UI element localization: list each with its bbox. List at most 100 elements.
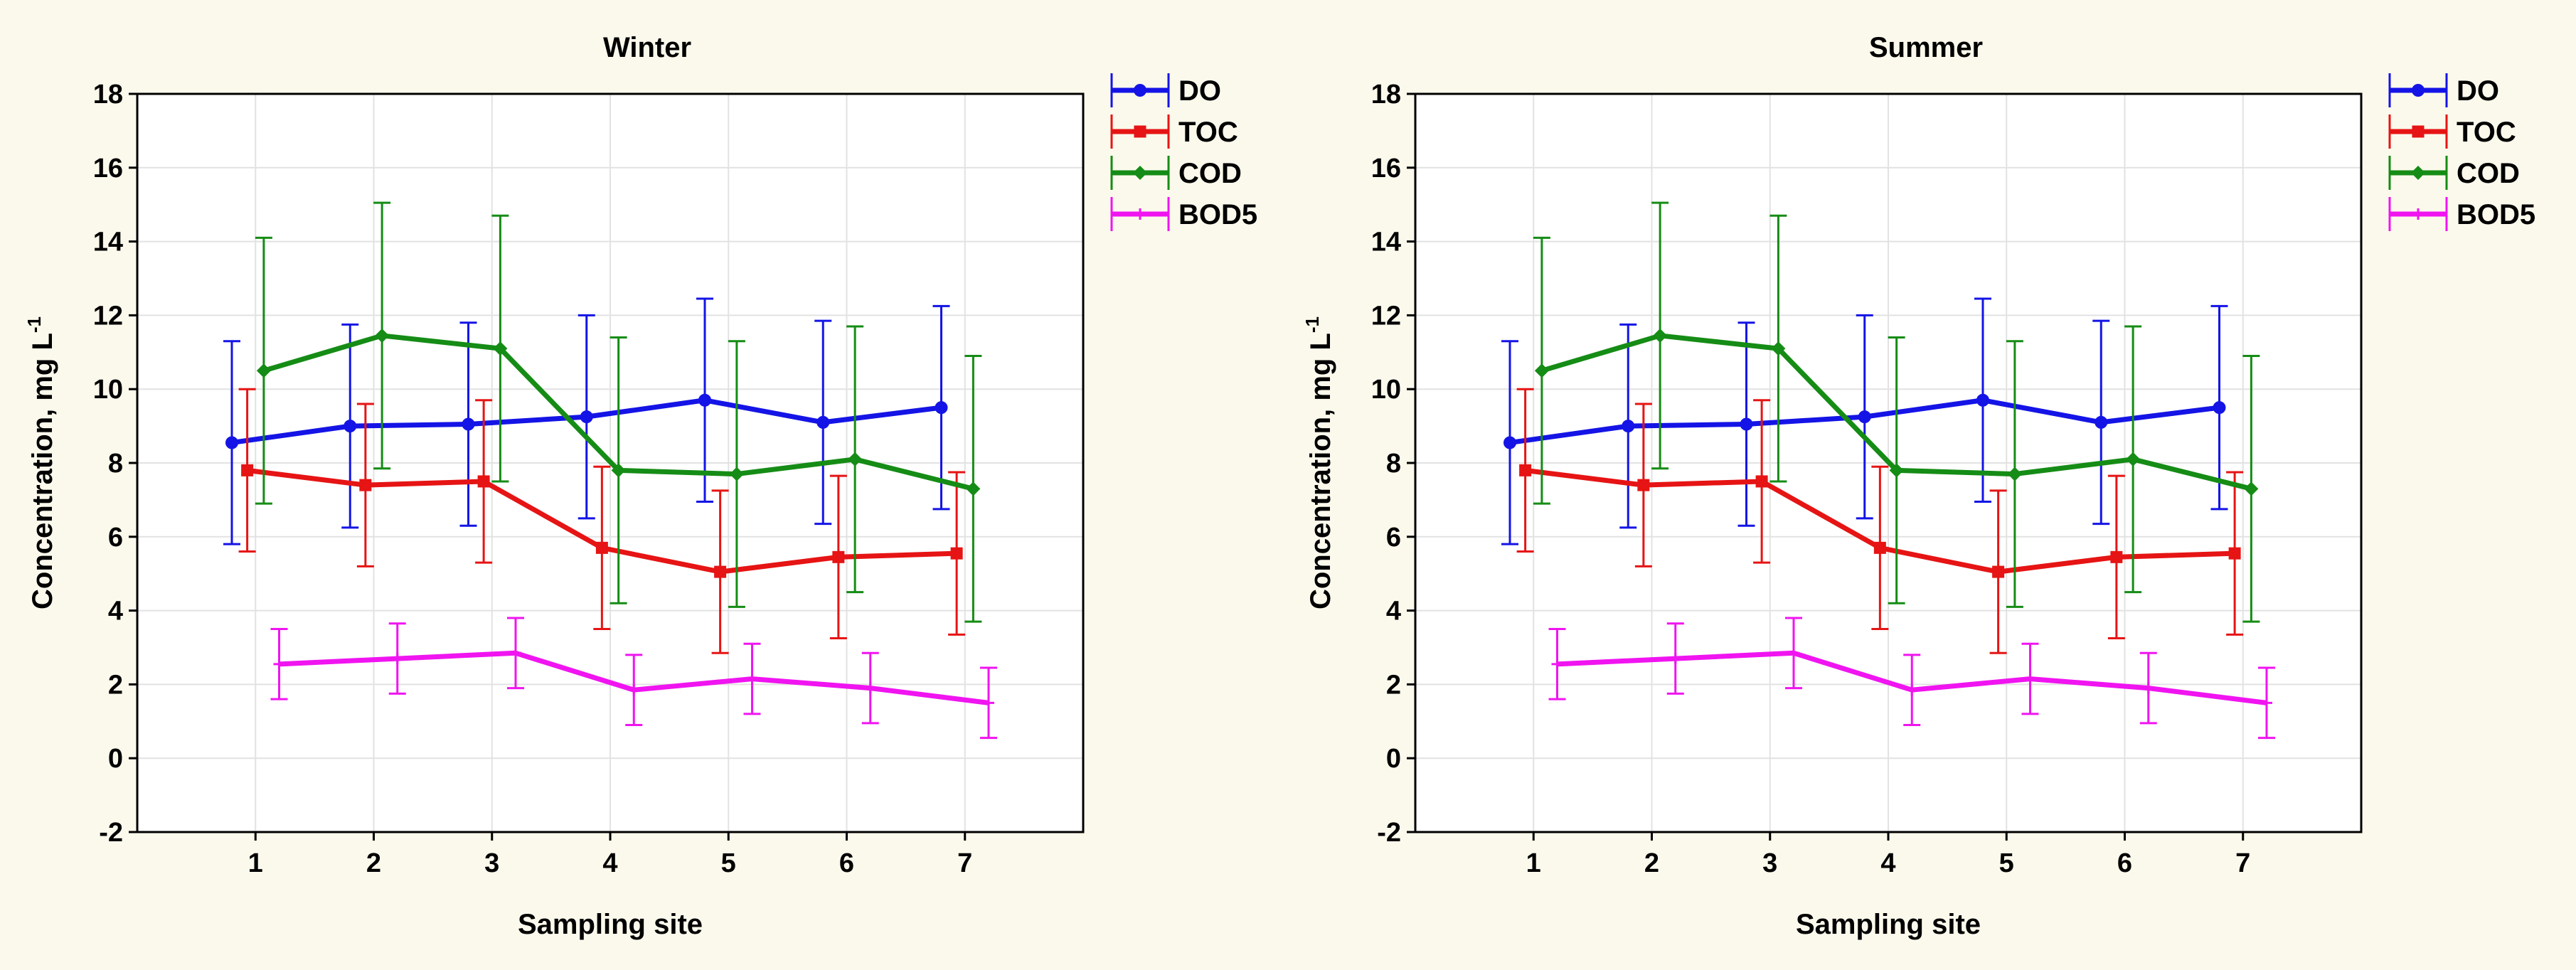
data-point: [729, 467, 744, 481]
data-point: [241, 464, 254, 476]
legend-label: TOC: [1178, 117, 1238, 148]
data-point: [273, 658, 285, 670]
x-tick-label: 5: [721, 848, 736, 878]
data-point: [2110, 550, 2123, 563]
y-tick-label: 10: [93, 375, 123, 405]
y-axis-label-superscript: -1: [1302, 316, 1323, 333]
y-tick-label: 4: [1386, 597, 1401, 627]
x-tick-label: 3: [1762, 848, 1777, 878]
series-toc: [238, 388, 966, 654]
data-point: [1889, 463, 1904, 478]
data-point: [1534, 363, 1549, 378]
data-point: [935, 401, 948, 415]
legend-marker: [2411, 166, 2425, 180]
data-point: [580, 410, 593, 424]
data-point: [966, 481, 981, 496]
x-axis-label: Sampling site: [518, 909, 703, 940]
y-axis-label: Concentration, mg L-1: [1302, 316, 1336, 609]
data-point: [2213, 401, 2226, 415]
x-axis-label: Sampling site: [1796, 909, 1981, 940]
x-tick-label: 3: [484, 848, 499, 878]
chart-title: Summer: [1869, 32, 1983, 63]
x-tick-label: 5: [1999, 848, 2014, 878]
data-point: [1551, 658, 1563, 670]
data-point: [746, 673, 758, 685]
legend-item-bod5: BOD5: [1110, 197, 1257, 231]
x-tick-label: 1: [1526, 848, 1541, 878]
x-tick-label: 7: [2235, 848, 2250, 878]
legend-item-bod5: BOD5: [2388, 197, 2535, 231]
data-point: [1906, 684, 1918, 696]
legend-item-do: DO: [1110, 73, 1221, 107]
data-point: [816, 415, 830, 429]
data-point: [375, 328, 390, 343]
y-axis-label-superscript: -1: [23, 316, 45, 333]
data-point: [611, 463, 626, 478]
data-point: [864, 682, 876, 694]
data-point: [1976, 393, 1989, 407]
y-tick-label: 2: [1386, 670, 1401, 700]
y-tick-label: 4: [108, 597, 123, 627]
data-point: [1653, 328, 1668, 343]
y-tick-label: -2: [99, 818, 123, 848]
data-point: [2228, 547, 2241, 560]
data-point: [1519, 464, 1532, 476]
data-point: [832, 550, 845, 563]
legend-marker: [2412, 125, 2425, 138]
series-do: [1501, 297, 2228, 545]
data-point: [848, 452, 863, 467]
legend-label: TOC: [2457, 117, 2516, 148]
legend-marker: [1134, 208, 1146, 220]
data-point: [1740, 417, 1753, 431]
x-tick-label: 6: [839, 848, 854, 878]
x-tick-label: 6: [2117, 848, 2132, 878]
y-tick-label: 6: [108, 523, 123, 553]
series-bod5: [270, 617, 997, 740]
data-point: [462, 417, 475, 431]
data-point: [359, 479, 372, 491]
legend-label: DO: [2457, 75, 2499, 107]
data-point: [595, 541, 608, 554]
data-point: [225, 436, 238, 449]
series-cod: [255, 201, 982, 623]
legend-marker: [1133, 166, 1147, 180]
data-point: [391, 653, 403, 665]
y-tick-label: 14: [93, 228, 123, 257]
data-point: [1622, 420, 1635, 433]
y-tick-label: 18: [93, 80, 123, 110]
series-do: [223, 297, 950, 545]
data-point: [2261, 697, 2272, 709]
data-point: [2244, 481, 2259, 496]
data-point: [1858, 410, 1871, 424]
legend-label: DO: [1178, 75, 1221, 107]
data-point: [2126, 452, 2141, 467]
data-point: [1755, 475, 1768, 488]
legend-item-toc: TOC: [1110, 114, 1238, 149]
y-axis-label-text: Concentration, mg L: [27, 333, 58, 609]
y-tick-label: 6: [1386, 523, 1401, 553]
data-point: [2142, 682, 2154, 694]
y-tick-label: 8: [108, 449, 123, 479]
legend-marker: [2412, 208, 2424, 220]
y-tick-label: 8: [1386, 449, 1401, 479]
y-tick-label: 0: [1386, 744, 1401, 774]
data-point: [477, 475, 490, 488]
data-point: [1788, 647, 1799, 659]
legend-marker: [1134, 125, 1146, 138]
series-cod: [1533, 201, 2260, 623]
y-tick-label: 12: [1371, 301, 1401, 331]
x-tick-label: 4: [602, 848, 617, 878]
data-point: [1873, 541, 1886, 554]
data-point: [1992, 565, 2005, 578]
data-point: [2024, 673, 2036, 685]
data-point: [256, 363, 271, 378]
data-point: [1771, 341, 1786, 356]
legend-label: BOD5: [2457, 199, 2535, 230]
legend-label: COD: [1178, 158, 1242, 189]
x-tick-label: 2: [1644, 848, 1659, 878]
legend-item-toc: TOC: [2388, 114, 2516, 149]
data-point: [698, 393, 711, 407]
